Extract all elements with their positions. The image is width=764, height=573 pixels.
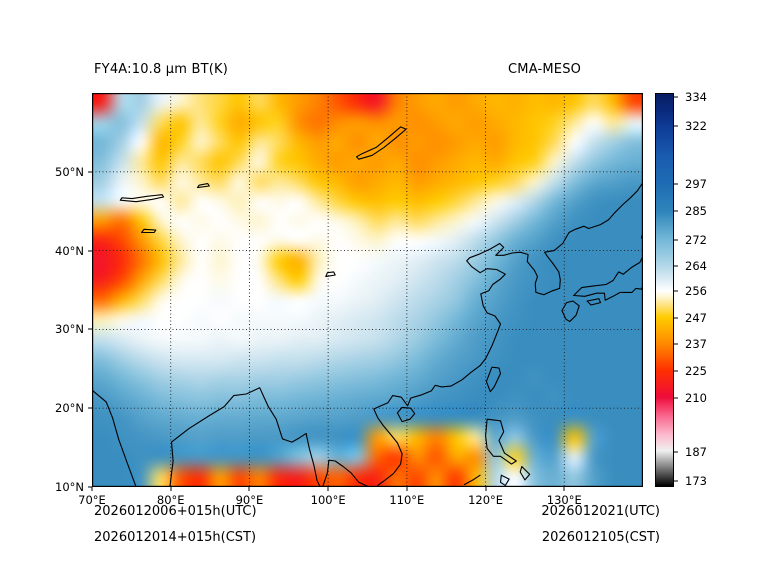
y-tick [88,250,92,252]
colorbar-tick-label: 256 [685,283,707,298]
y-tick [88,328,92,330]
y-tick-label: 10°N [55,480,84,494]
colorbar-tick-label: 187 [685,444,707,459]
colorbar-tick [674,480,678,482]
x-tick-label: 110°E [389,493,425,507]
colorbar-tick [674,239,678,241]
colorbar-tick-label: 285 [685,204,707,219]
colorbar-tick-label: 237 [685,337,707,352]
model-title: CMA-MESO [508,62,582,77]
x-tick-label: 130°E [546,493,582,507]
x-tick [563,487,565,491]
x-tick-label: 80°E [156,493,185,507]
colorbar-tick-label: 272 [685,232,707,247]
colorbar-tick-label: 210 [685,390,707,405]
colorbar-tick-label: 322 [685,119,707,134]
y-tick-label: 50°N [55,164,84,179]
colorbar-tick-label: 247 [685,310,707,325]
gridlines [92,93,643,487]
y-tick [88,171,92,173]
x-tick [170,487,172,491]
colorbar-tick-label: 173 [685,474,707,489]
x-tick-label: 100°E [310,493,346,507]
colorbar-tick [674,317,678,319]
footer-valid-time-cst: 2026012105(CST) [541,530,660,545]
colorbar-tick [674,210,678,212]
map-panel: 70°E 80°E 90°E 100°E 110°E 120°E 130°E 10°N 20°… [55,93,643,507]
x-tick-label: 70°E [78,493,106,507]
colorbar-tick [674,125,678,127]
y-axis: 10°N 20°N 30°N 40°N 50°N [30,93,92,494]
x-tick [406,487,408,491]
colorbar-tick [674,290,678,292]
map-border [92,93,643,487]
colorbar-tick [674,451,678,453]
colorbar-tick [674,96,678,98]
footer-init-time-utc: 2026012006+015h(UTC) [94,504,257,519]
footer-valid-time-utc: 2026012021(UTC) [541,504,660,519]
y-tick [88,486,92,488]
colorbar-ticks: 334 322 297 285 272 264 256 247 237 225 210 187 173 [655,89,764,489]
y-tick-label: 20°N [55,401,84,416]
x-tick-label: 90°E [235,493,264,507]
colorbar-tick [674,397,678,399]
colorbar-tick [674,265,678,267]
coastlines [92,126,643,487]
plot-title: FY4A:10.8 μm BT(K) [94,62,229,77]
x-tick-label: 120°E [468,493,504,507]
colorbar-tick [674,370,678,372]
y-tick-label: 40°N [55,243,84,258]
x-tick [485,487,487,491]
colorbar-tick [674,183,678,185]
x-tick [248,487,250,491]
x-axis: 70°E 80°E 90°E 100°E 110°E 120°E 130°E [78,487,643,513]
colorbar-tick [674,343,678,345]
y-tick-label: 30°N [55,322,84,337]
colorbar-tick-label: 264 [685,258,707,273]
colorbar: 334 322 297 285 272 264 256 247 237 225 210 187 173 [655,89,764,489]
map-overlay [92,93,643,487]
bt-heatmap-canvas [92,93,643,487]
footer-init-time-cst: 2026012014+015h(CST) [94,530,257,545]
colorbar-tick-label: 334 [685,89,707,104]
colorbar-gradient [655,93,674,487]
x-tick [91,487,93,491]
x-tick [327,487,329,491]
colorbar-tick-label: 225 [685,363,707,378]
colorbar-tick-label: 297 [685,177,707,191]
y-tick [88,407,92,409]
